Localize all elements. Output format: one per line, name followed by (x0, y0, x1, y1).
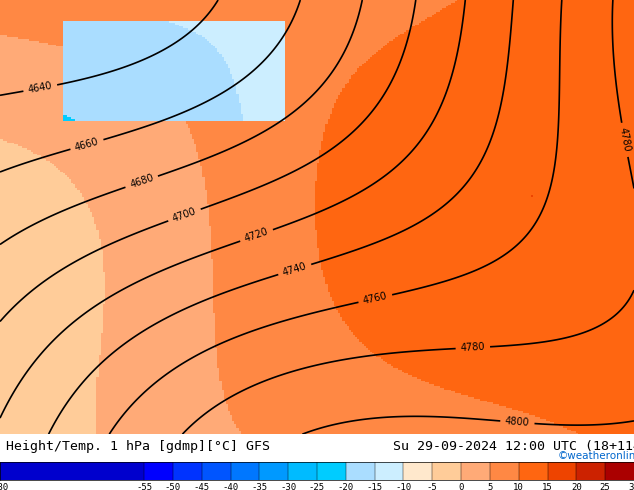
Bar (461, 462, 490, 480)
Text: 25: 25 (600, 483, 611, 490)
Bar (144, 462, 173, 480)
Bar (432, 462, 461, 480)
Bar (605, 462, 634, 480)
Text: 4700: 4700 (171, 206, 198, 224)
Text: -15: -15 (366, 483, 383, 490)
Text: -30: -30 (280, 483, 296, 490)
Text: 4760: 4760 (362, 291, 389, 306)
Bar (259, 462, 288, 480)
Bar (519, 462, 548, 480)
Bar (346, 462, 375, 480)
Text: -35: -35 (251, 483, 268, 490)
Text: 4780: 4780 (618, 127, 632, 153)
Text: 30: 30 (629, 483, 634, 490)
Text: -5: -5 (427, 483, 437, 490)
Text: -55: -55 (136, 483, 152, 490)
Bar (202, 462, 231, 480)
Text: Height/Temp. 1 hPa [gdmp][°C] GFS: Height/Temp. 1 hPa [gdmp][°C] GFS (6, 440, 270, 453)
Bar (548, 462, 576, 480)
Bar (490, 462, 519, 480)
Text: -25: -25 (309, 483, 325, 490)
Text: -20: -20 (338, 483, 354, 490)
Text: 4780: 4780 (460, 342, 486, 353)
Text: -10: -10 (396, 483, 411, 490)
Text: -45: -45 (193, 483, 210, 490)
Bar (288, 462, 317, 480)
Text: 5: 5 (487, 483, 493, 490)
Text: 4660: 4660 (74, 136, 100, 153)
Text: Su 29-09-2024 12:00 UTC (18+114): Su 29-09-2024 12:00 UTC (18+114) (393, 440, 634, 453)
Bar (0, 462, 144, 480)
Text: 0: 0 (458, 483, 464, 490)
Bar (403, 462, 432, 480)
Bar (173, 462, 202, 480)
Text: -50: -50 (165, 483, 181, 490)
Bar (375, 462, 403, 480)
Bar (317, 462, 346, 480)
Text: 4680: 4680 (129, 173, 155, 190)
Text: -40: -40 (223, 483, 238, 490)
Text: ©weatheronline.co.uk: ©weatheronline.co.uk (558, 451, 634, 461)
Text: 10: 10 (514, 483, 524, 490)
Text: 4800: 4800 (505, 416, 530, 428)
Text: 4740: 4740 (281, 261, 308, 278)
Text: 15: 15 (542, 483, 553, 490)
Text: -80: -80 (0, 483, 8, 490)
Bar (576, 462, 605, 480)
Text: 20: 20 (571, 483, 582, 490)
Bar (231, 462, 259, 480)
Text: 4720: 4720 (243, 227, 270, 244)
Text: 4640: 4640 (27, 81, 53, 95)
